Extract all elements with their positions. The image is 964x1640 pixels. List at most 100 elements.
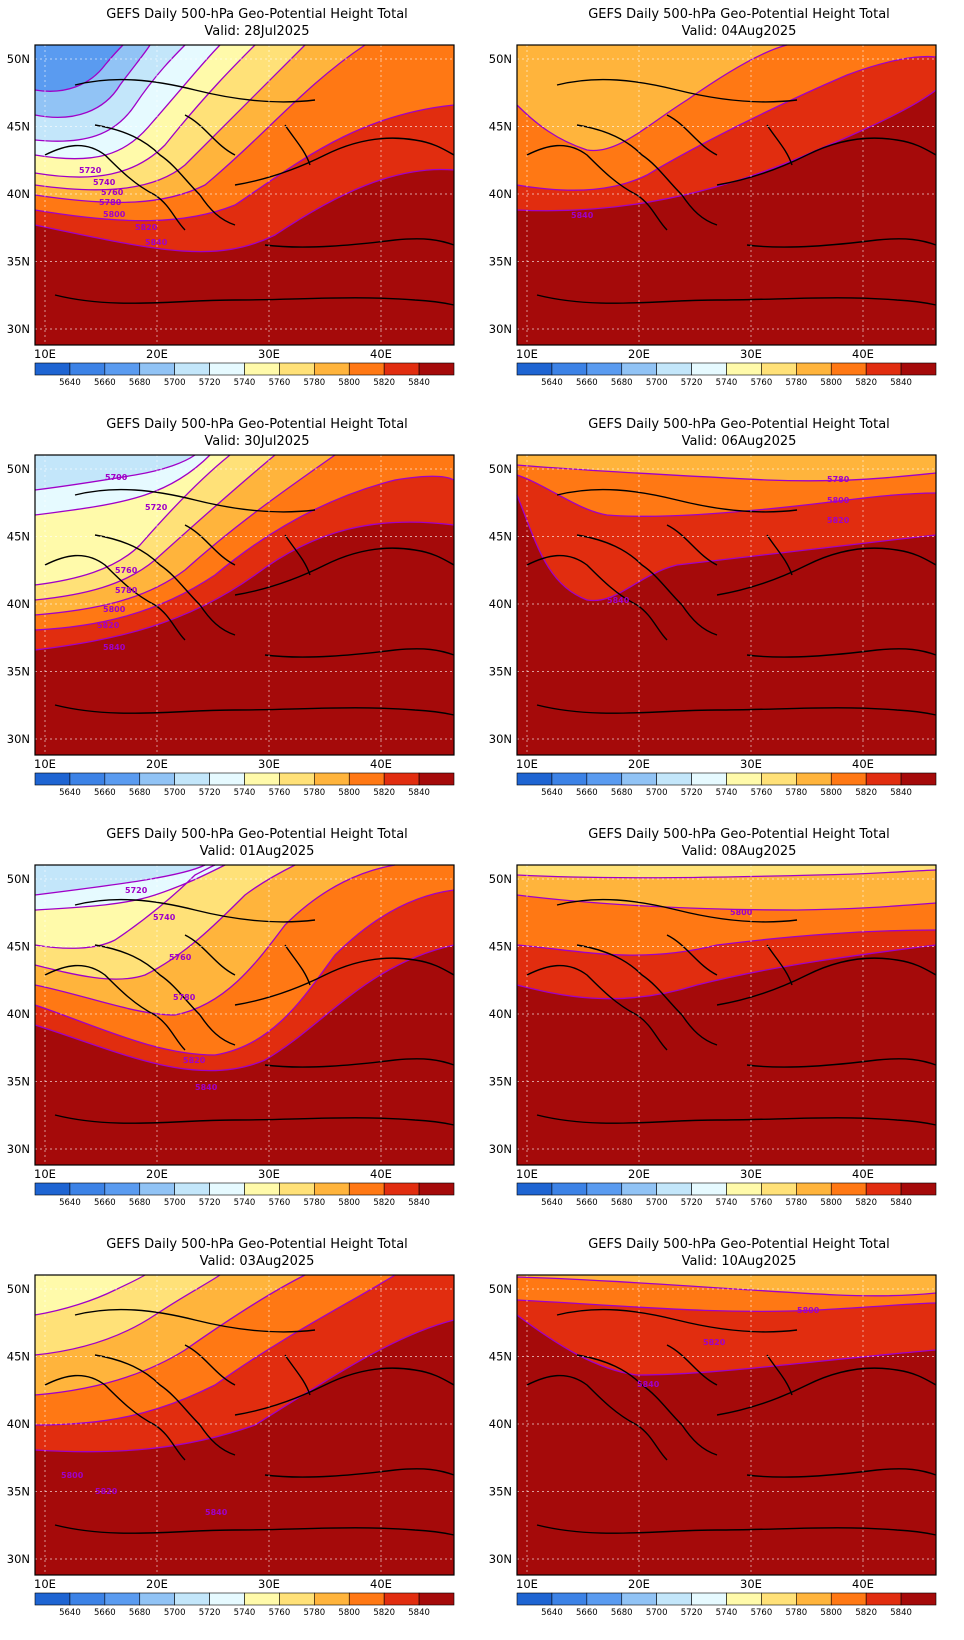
contour-label: 5700 [105, 473, 128, 482]
colorbar-label: 5640 [541, 378, 563, 388]
colorbar-label: 5740 [716, 1608, 738, 1618]
colorbar-swatch [279, 772, 315, 786]
colorbar-swatch [69, 772, 106, 786]
lon-tick-label: 30E [258, 347, 280, 361]
colorbar-swatch [830, 1182, 867, 1196]
colorbar-swatch [383, 1182, 420, 1196]
coastline [576, 124, 718, 226]
colorbar-label: 5720 [199, 1198, 221, 1208]
lat-tick-label: 35N [7, 1075, 30, 1089]
lat-tick-label: 45N [7, 120, 30, 134]
coastline [264, 1468, 455, 1478]
colorbar-label: 5740 [716, 788, 738, 798]
colorbar-swatch [726, 1182, 762, 1196]
map-frame [516, 454, 937, 756]
colorbar-label: 5780 [304, 1608, 326, 1618]
colorbar-swatch [418, 362, 455, 376]
coastline [746, 1058, 937, 1068]
coastline [716, 137, 937, 186]
colorbar-label: 5800 [820, 1608, 842, 1618]
colorbar-label: 5660 [576, 378, 598, 388]
colorbar-label: 5780 [304, 378, 326, 388]
coastline [284, 124, 311, 166]
colorbar-label: 5800 [338, 788, 360, 798]
lat-tick-label: 45N [489, 940, 512, 954]
coastline [536, 1524, 937, 1536]
colorbar-label: 5740 [716, 378, 738, 388]
lon-tick-label: 20E [146, 1577, 168, 1591]
height-band [35, 1275, 454, 1355]
colorbar-label: 5700 [164, 378, 186, 388]
lat-tick-label: 30N [489, 322, 512, 336]
colorbar-label: 5800 [820, 378, 842, 388]
colorbar-label: 5700 [646, 1608, 668, 1618]
contour-label: 5820 [827, 516, 850, 525]
contour-label: 5820 [95, 1487, 118, 1496]
lon-tick-label: 30E [258, 1577, 280, 1591]
lat-tick-label: 45N [489, 530, 512, 544]
map-panel: GEFS Daily 500-hPa Geo-Potential Height … [482, 1230, 964, 1640]
coastline [74, 488, 316, 513]
contour-label: 5740 [153, 913, 176, 922]
colorbar-label: 5660 [94, 788, 116, 798]
colorbar-swatch [726, 1592, 762, 1606]
contour-label: 5820 [703, 1338, 726, 1347]
colorbar-label: 5680 [129, 1198, 151, 1208]
coastline [44, 144, 186, 231]
colorbar-label: 5760 [269, 1198, 291, 1208]
lat-tick-label: 45N [489, 1350, 512, 1364]
coastline [526, 144, 668, 231]
colorbar-label: 5660 [576, 1608, 598, 1618]
colorbar-swatch [418, 1182, 455, 1196]
lat-tick-label: 40N [7, 1417, 30, 1431]
lon-tick-label: 20E [628, 1167, 650, 1181]
colorbar-label: 5640 [541, 788, 563, 798]
coastline [716, 957, 937, 1006]
coastline [264, 1058, 455, 1068]
coastline [264, 648, 455, 658]
colorbar-label: 5820 [373, 1198, 395, 1208]
lat-tick-label: 30N [7, 732, 30, 746]
map-area: 5800 5820 5840 [34, 1274, 455, 1576]
colorbar-swatch [34, 1592, 71, 1606]
colorbar-swatch [900, 772, 937, 786]
map-panel: GEFS Daily 500-hPa Geo-Potential Height … [482, 820, 964, 1230]
lon-tick-label: 10E [34, 1167, 56, 1181]
contour-line [34, 454, 231, 586]
colorbar-swatch [621, 772, 657, 786]
colorbar-swatch [586, 1592, 623, 1606]
colorbar-swatch [865, 1592, 902, 1606]
colorbar-label: 5740 [234, 788, 256, 798]
coastline [94, 124, 236, 226]
lat-tick-label: 30N [7, 1142, 30, 1156]
coastline [766, 1354, 793, 1396]
colorbar-label: 5840 [408, 1198, 430, 1208]
panel-valid-date: Valid: 04Aug2025 [682, 24, 797, 39]
colorbar-swatch [314, 1182, 350, 1196]
contour-line [516, 1314, 937, 1376]
colorbar-swatch [209, 772, 245, 786]
coastline [556, 488, 798, 513]
panel-svg: GEFS Daily 500-hPa Geo-Potential Height … [489, 7, 937, 388]
lat-tick-label: 30N [7, 1552, 30, 1566]
lat-tick-label: 40N [489, 1417, 512, 1431]
contour-label: 5820 [183, 1056, 206, 1065]
contour-line [516, 1276, 937, 1297]
lat-tick-label: 40N [489, 597, 512, 611]
lon-tick-label: 20E [628, 1577, 650, 1591]
lat-tick-label: 50N [489, 52, 512, 66]
colorbar-swatch [726, 772, 762, 786]
colorbar-swatch [516, 1592, 553, 1606]
coastline [74, 78, 316, 103]
map-frame [34, 454, 455, 756]
coastline [184, 934, 236, 976]
colorbar-swatch [656, 1592, 692, 1606]
lat-tick-label: 50N [7, 872, 30, 886]
lon-tick-label: 20E [146, 347, 168, 361]
contour-label: 5840 [205, 1508, 228, 1517]
coastline [536, 704, 937, 716]
colorbar-label: 5740 [716, 1198, 738, 1208]
colorbar-swatch [139, 1182, 175, 1196]
contour-label: 5760 [101, 188, 124, 197]
colorbar-label: 5760 [751, 788, 773, 798]
